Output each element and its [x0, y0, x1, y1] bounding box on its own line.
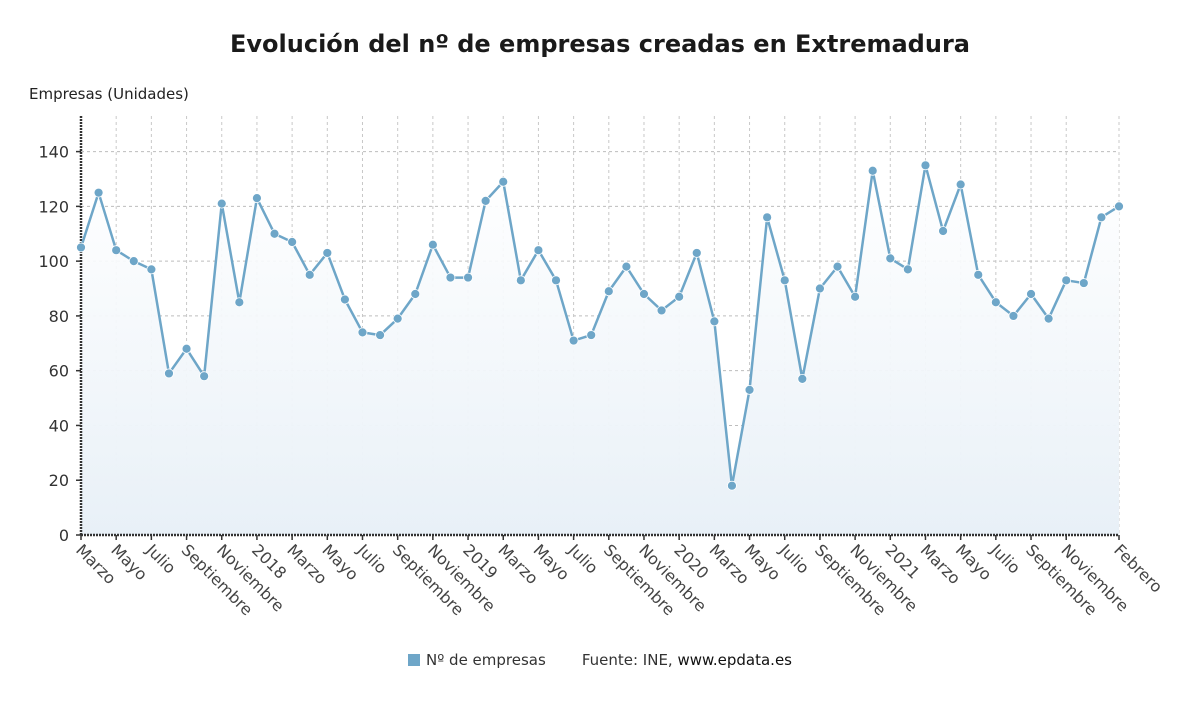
legend-swatch [407, 654, 420, 666]
data-point[interactable] [568, 335, 579, 346]
axes [76, 116, 1120, 540]
data-point[interactable] [181, 343, 192, 354]
data-point[interactable] [955, 179, 966, 190]
data-point[interactable] [339, 294, 350, 305]
y-tick-label: 100 [38, 252, 69, 271]
y-tick-label: 120 [38, 197, 69, 216]
data-point[interactable] [902, 264, 913, 275]
data-point[interactable] [533, 245, 544, 256]
legend-label: Nº de empresas [425, 651, 546, 669]
data-point[interactable] [691, 248, 702, 258]
data-point[interactable] [832, 261, 843, 272]
data-point[interactable] [744, 384, 755, 395]
data-point[interactable] [76, 242, 86, 253]
chart-svg: 0 20 40 60 80 100 120 140 MarzoMayoJulioSeptiem… [38, 116, 1166, 620]
data-point[interactable] [603, 286, 614, 297]
data-point[interactable] [357, 327, 368, 338]
source-site: www.epdata.es [677, 651, 792, 669]
data-point[interactable] [234, 297, 245, 308]
y-tick-label: 140 [38, 143, 69, 162]
data-point[interactable] [1078, 278, 1089, 288]
data-point[interactable] [762, 212, 773, 223]
data-point[interactable] [1008, 311, 1019, 321]
y-tick-label: 60 [49, 362, 69, 381]
data-point[interactable] [287, 237, 298, 247]
chart-title: Evolución del nº de empresas creadas en … [230, 30, 970, 58]
data-point[interactable] [797, 374, 808, 384]
data-point[interactable] [111, 245, 122, 256]
data-point[interactable] [639, 289, 649, 299]
data-point[interactable] [1096, 212, 1107, 223]
data-point[interactable] [551, 275, 561, 286]
data-point[interactable] [867, 165, 878, 176]
data-point[interactable] [920, 160, 931, 171]
y-tick-labels: 0 20 40 60 80 100 120 140 [38, 143, 69, 545]
x-tick-labels: MarzoMayoJulioSeptiembreNoviembre2018Mar… [72, 540, 1166, 620]
data-point[interactable] [586, 330, 597, 340]
data-point[interactable] [252, 193, 262, 204]
series-area [81, 165, 1119, 535]
source-prefix: Fuente: INE, [581, 651, 678, 669]
data-point[interactable] [1061, 275, 1072, 286]
data-point[interactable] [375, 330, 385, 340]
data-point[interactable] [480, 195, 491, 206]
data-point[interactable] [885, 253, 896, 264]
data-point[interactable] [128, 256, 139, 267]
data-point[interactable] [779, 275, 790, 286]
data-point[interactable] [216, 198, 227, 209]
series-points [76, 160, 1124, 491]
data-point[interactable] [709, 316, 720, 327]
data-point[interactable] [674, 291, 685, 302]
data-point[interactable] [656, 305, 667, 316]
data-point[interactable] [93, 187, 104, 198]
data-point[interactable] [269, 228, 280, 239]
data-point[interactable] [1114, 201, 1124, 212]
y-tick-label: 80 [49, 307, 69, 326]
data-point[interactable] [463, 272, 473, 283]
data-point[interactable] [427, 239, 438, 250]
data-point[interactable] [322, 248, 333, 258]
data-point[interactable] [410, 289, 421, 299]
series-line [79, 164, 1120, 487]
data-point[interactable] [990, 297, 1001, 308]
data-point[interactable] [304, 269, 315, 280]
data-point[interactable] [621, 261, 632, 272]
data-point[interactable] [815, 283, 825, 294]
legend-item[interactable]: Nº de empresas [407, 651, 546, 669]
data-point[interactable] [1026, 289, 1036, 299]
y-tick-label: 40 [49, 416, 69, 435]
source-note: Fuente: INE, www.epdata.es [582, 651, 792, 669]
data-point[interactable] [850, 291, 861, 302]
data-point[interactable] [199, 371, 210, 382]
y-axis-label: Empresas (Unidades) [29, 85, 189, 103]
y-tick-label: 0 [59, 526, 69, 545]
data-point[interactable] [938, 226, 948, 236]
legend: Nº de empresas Fuente: INE, www.epdata.e… [0, 651, 1200, 669]
data-point[interactable] [164, 368, 174, 379]
data-point[interactable] [392, 313, 403, 324]
y-tick-label: 20 [49, 471, 69, 490]
data-point[interactable] [515, 275, 526, 286]
data-point[interactable] [498, 176, 509, 187]
data-point[interactable] [973, 269, 984, 280]
data-point[interactable] [445, 272, 456, 283]
data-point[interactable] [146, 264, 157, 275]
data-point[interactable] [1043, 313, 1054, 324]
data-point[interactable] [727, 480, 737, 491]
